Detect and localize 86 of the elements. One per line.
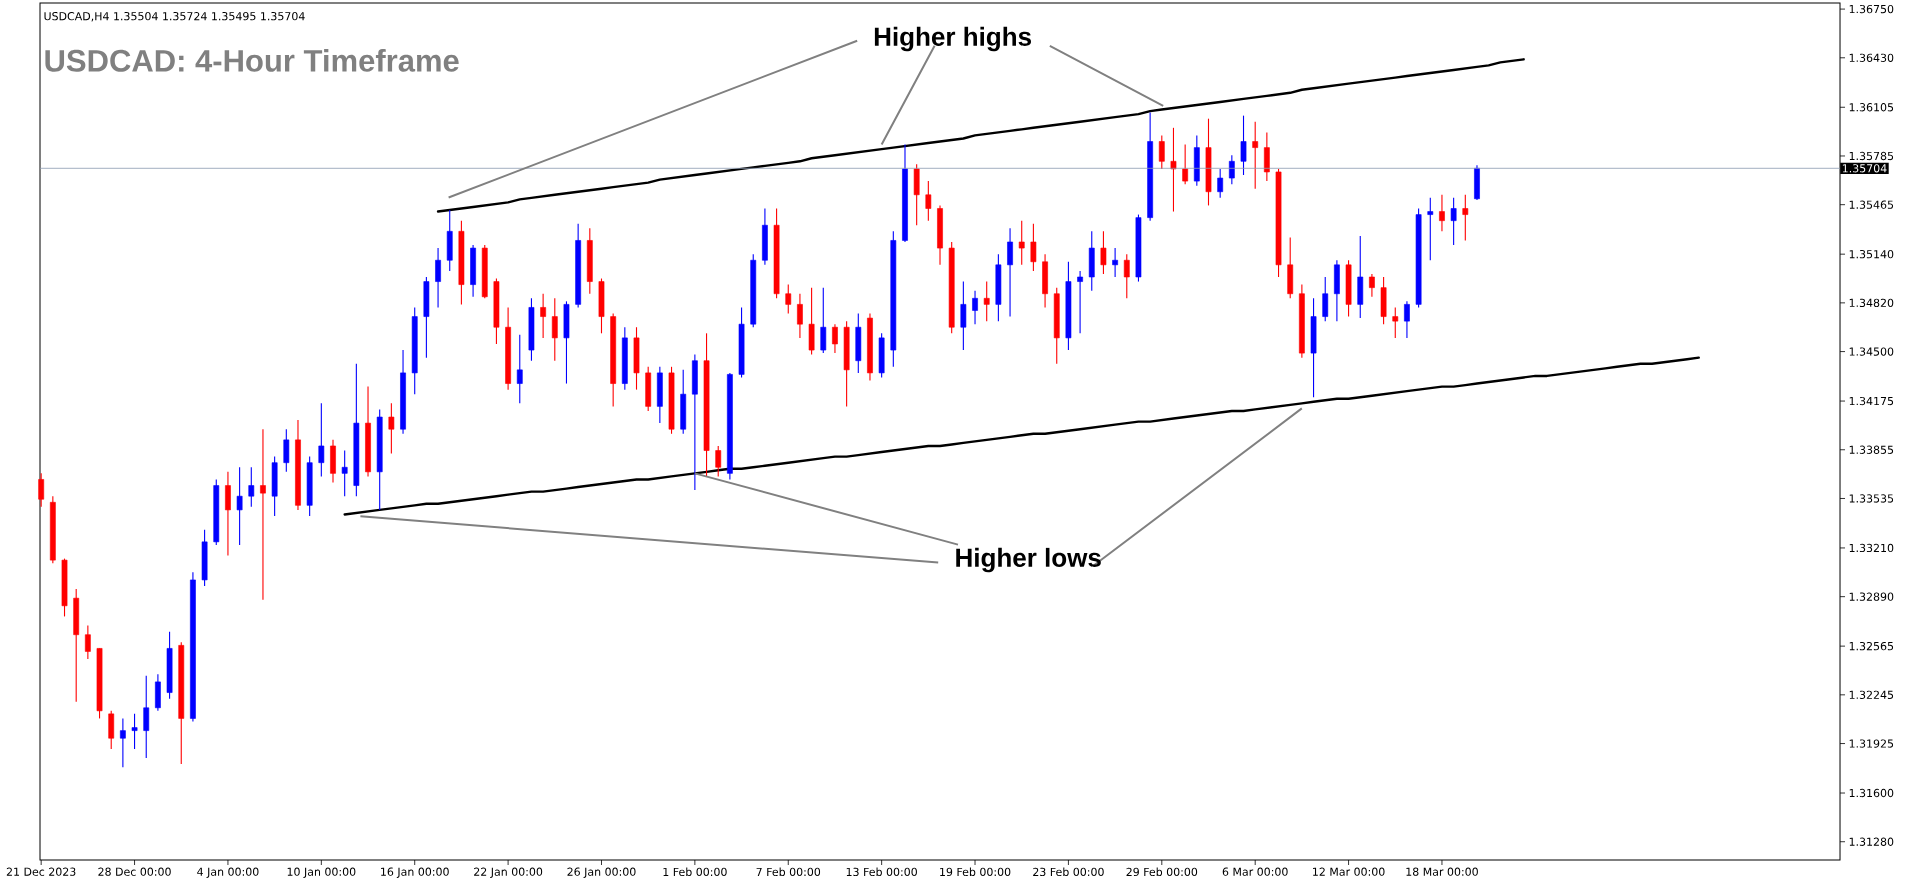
candlestick <box>1369 273 1375 298</box>
y-tick-label: 1.34175 <box>1849 396 1894 406</box>
candlestick <box>1158 134 1165 170</box>
text: USDCAD: 4-Hour Timeframe <box>45 49 459 72</box>
candlestick <box>715 445 722 477</box>
y-tick-label: 1.32245 <box>1849 690 1894 699</box>
candlestick <box>797 293 803 339</box>
y-tick-label: 1.33210 <box>1849 543 1894 553</box>
candlestick <box>1404 300 1410 339</box>
candlestick <box>540 293 546 339</box>
candlestick <box>960 281 967 351</box>
x-tick-label: 16 Jan 00:00 <box>381 867 449 878</box>
candlestick <box>1228 154 1235 185</box>
candlestick <box>131 713 138 750</box>
candlestick <box>283 428 290 473</box>
x-tick-label: 19 Feb 00:00 <box>940 867 1011 877</box>
candlestick <box>84 625 91 660</box>
y-tick-label: 1.31600 <box>1849 788 1894 798</box>
candlestick <box>1077 270 1083 334</box>
candlestick <box>551 297 558 362</box>
y-tick-label: 1.36750 <box>1849 4 1894 14</box>
candlestick <box>1217 168 1224 199</box>
y-tick-label: 1.36430 <box>1849 53 1894 62</box>
candlestick <box>1427 197 1434 261</box>
candlestick <box>1240 115 1247 176</box>
y-tick-label: 1.36105 <box>1849 103 1894 112</box>
candlestick <box>236 466 243 546</box>
y-tick-label: 1.35140 <box>1849 250 1894 259</box>
candlestick <box>341 449 348 497</box>
text: USDCAD,H4 1.35504 1.35724 1.35495 1.35704 <box>44 12 305 22</box>
annotation: Higher highs <box>874 26 1031 52</box>
y-tick-label: 1.34820 <box>1849 298 1894 308</box>
y-tick-label: 1.35465 <box>1849 200 1894 209</box>
candlestick <box>1018 220 1025 266</box>
candlestick <box>832 323 838 354</box>
candlestick <box>1123 253 1130 299</box>
candlestick <box>1450 197 1457 246</box>
candlestick <box>1462 194 1469 242</box>
candlestick <box>785 284 792 315</box>
x-tick-label: 22 Jan 00:00 <box>474 867 543 878</box>
x-tick-label: 1 Feb 00:00 <box>663 867 727 877</box>
candlestick <box>972 290 978 325</box>
x-tick-label: 13 Feb 00:00 <box>846 867 917 877</box>
candlestick <box>1030 223 1037 272</box>
x-tick-label: 7 Feb 00:00 <box>756 867 821 877</box>
candlestick <box>983 281 990 322</box>
y-tick-label: 1.33535 <box>1849 494 1894 503</box>
y-tick-label: 1.31925 <box>1849 739 1894 748</box>
candlestick <box>120 717 126 768</box>
x-tick-label: 4 Jan 00:00 <box>197 867 259 878</box>
annotation: Higher lows <box>956 547 1101 573</box>
candlestick <box>1007 227 1013 318</box>
y-tick-label: 1.32890 <box>1849 592 1894 601</box>
candlestick <box>1392 306 1399 339</box>
candlestick <box>143 675 150 759</box>
x-tick-label: 23 Feb 00:00 <box>1033 867 1104 877</box>
x-tick-label: 18 Mar 00:00 <box>1406 867 1478 876</box>
x-tick-label: 21 Dec 2023 <box>6 867 76 876</box>
candlestick <box>260 428 266 601</box>
candlestick <box>318 402 325 477</box>
candlestick <box>1252 121 1259 190</box>
y-tick-label: 1.31280 <box>1849 837 1894 846</box>
x-tick-label: 26 Jan 00:00 <box>567 867 636 878</box>
y-tick-label: 1.32565 <box>1849 641 1894 651</box>
x-tick-label: 10 Jan 00:00 <box>287 867 356 878</box>
x-tick-label: 29 Feb 00:00 <box>1126 867 1198 877</box>
candlestick <box>1439 194 1445 232</box>
y-tick-label: 1.33855 <box>1849 445 1894 454</box>
candlestick <box>1112 247 1118 278</box>
y-tick-label: 1.35785 <box>1849 151 1894 161</box>
x-tick-label: 6 Mar 00:00 <box>1222 867 1288 876</box>
candlestick <box>435 247 441 308</box>
candlestick <box>1322 276 1329 322</box>
candlestick <box>1100 230 1107 275</box>
y-tick-label: 1.34500 <box>1849 347 1894 356</box>
candlestick <box>925 180 932 222</box>
x-tick-label: 28 Dec 00:00 <box>98 867 171 876</box>
candlestick <box>1182 144 1189 185</box>
candlestick <box>388 402 395 455</box>
ref-line-label: 1.35704 <box>1842 164 1887 173</box>
candlestick <box>38 472 45 508</box>
candlestick <box>516 334 523 404</box>
x-tick-label: 12 Mar 00:00 <box>1313 867 1385 876</box>
candlestick <box>820 287 827 354</box>
candlestick <box>1170 127 1177 213</box>
candlestick <box>248 466 255 508</box>
